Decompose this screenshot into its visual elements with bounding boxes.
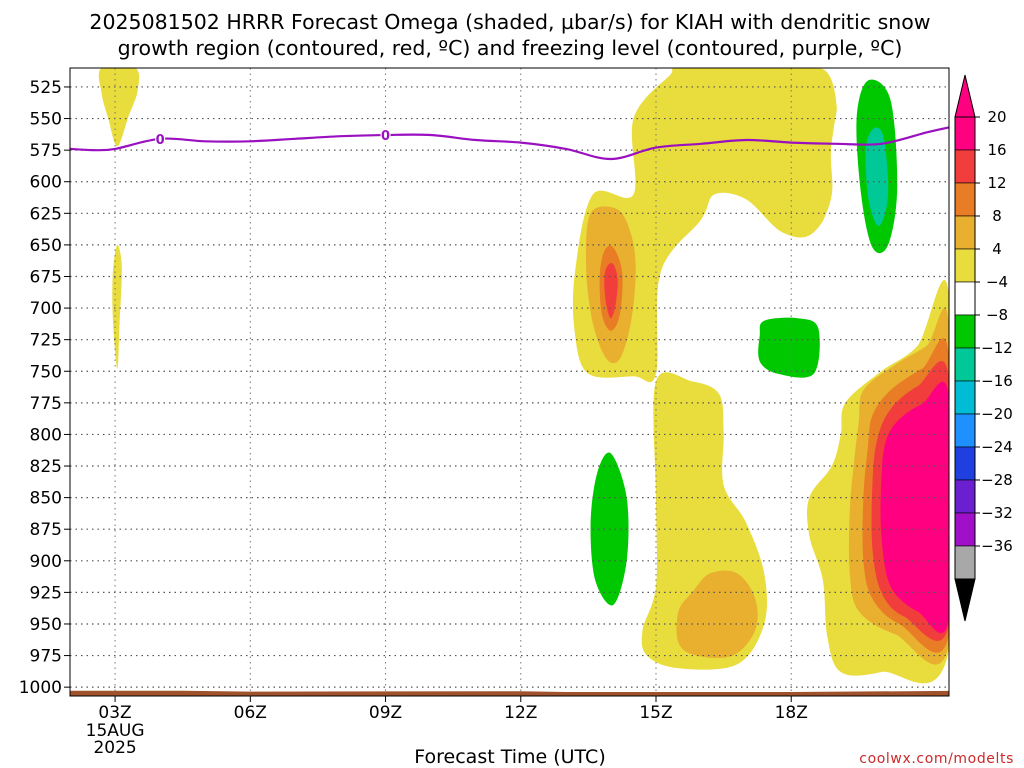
colorbar-swatch-12 [954,512,976,547]
colorbar-label-3: 8 [992,207,1002,225]
x-axis-label: Forecast Time (UTC) [414,746,605,768]
colorbar-label-13: −36 [981,537,1013,555]
omega-region-20 [865,127,889,226]
colorbar-swatch-11 [954,479,976,514]
y-tick-label-625: 625 [30,204,62,224]
colorbar-label-11: −28 [981,471,1013,489]
y-axis: 525 550 575 600 625 650 675 700 725 750 775 800 825 8… [19,78,70,698]
colorbar-under-triangle [954,578,976,622]
colorbar-swatch-13 [954,545,976,580]
colorbar-label-5: −4 [986,273,1008,291]
colorbar: 20 16 12 8 4 −4 −8 −12 −16 −20 −24 −28 −32 −36 [954,74,1013,622]
colorbar-label-10: −24 [981,438,1013,456]
omega-region-6 [676,570,758,659]
y-tick-label-550: 550 [30,110,62,130]
y-tick-label-750: 750 [30,362,62,382]
omega-region-13 [192,68,222,211]
omega-region-0 [98,68,140,147]
colorbar-label-12: −32 [981,504,1013,522]
y-tick-label-650: 650 [30,236,62,256]
colorbar-swatch-3 [954,215,976,250]
y-tick-label-825: 825 [30,457,62,477]
colorbar-swatch-1 [954,149,976,184]
y-tick-label-675: 675 [30,267,62,287]
y-tick-label-875: 875 [30,520,62,540]
colorbar-swatch-7 [954,347,976,382]
x-tick-label-15Z: 15Z [639,703,672,723]
colorbar-swatch-0 [954,116,976,151]
x-tick-sublabel-0: 15AUG [86,721,145,741]
colorbar-label-2: 12 [987,174,1006,192]
y-tick-label-600: 600 [30,173,62,193]
x-tick-label-12Z: 12Z [504,703,537,723]
y-tick-label-1000: 1000 [19,678,62,698]
chart-title-line-2: growth region (contoured, red, ºC) and f… [118,36,903,60]
colorbar-swatch-10 [954,446,976,481]
y-tick-label-525: 525 [30,78,62,98]
freezing-level-label-bg-0 [155,130,166,146]
y-tick-label-800: 800 [30,425,62,445]
colorbar-label-7: −12 [981,339,1013,357]
y-tick-label-725: 725 [30,331,62,351]
x-tick-label-18Z: 18Z [775,703,808,723]
colorbar-swatch-9 [954,413,976,448]
colorbar-swatch-4 [954,248,976,283]
colorbar-label-0: 20 [987,108,1006,126]
colorbar-label-9: −20 [981,405,1013,423]
freezing-level-line [69,126,950,161]
freezing-level-label-0: 0 [156,133,165,148]
plot-frame [69,67,950,697]
y-tick-label-700: 700 [30,299,62,319]
omega-region-10 [604,263,618,319]
surface-ground [70,690,949,696]
colorbar-swatch-5 [954,281,976,316]
y-tick-label-900: 900 [30,552,62,572]
colorbar-label-6: −8 [986,306,1008,324]
omega-shading [98,68,949,684]
omega-region-12 [880,381,949,634]
y-tick-label-950: 950 [30,615,62,635]
y-tick-label-775: 775 [30,394,62,414]
x-tick-label-03Z: 03Z [98,703,131,723]
x-tick-label-09Z: 09Z [369,703,402,723]
y-tick-label-850: 850 [30,489,62,509]
colorbar-over-triangle [954,74,976,118]
freezing-level-label-1: 0 [381,129,390,144]
surface-fill [70,690,949,696]
omega-region-14 [344,356,413,610]
colorbar-label-1: 16 [987,141,1006,159]
colorbar-swatch-2 [954,182,976,217]
x-tick-label-06Z: 06Z [234,703,267,723]
y-tick-label-975: 975 [30,647,62,667]
colorbar-label-4: 4 [992,240,1002,258]
colorbar-swatch-8 [954,380,976,415]
chart-title-line-1: 2025081502 HRRR Forecast Omega (shaded, … [89,10,930,34]
omega-region-2 [572,68,839,383]
y-tick-label-575: 575 [30,141,62,161]
y-tick-label-925: 925 [30,583,62,603]
freezing-level-label-bg-1 [380,126,391,142]
x-tick-sublabel-1: 2025 [93,738,136,758]
chart-title: 2025081502 HRRR Forecast Omega (shaded, … [89,10,930,60]
colorbar-label-8: −16 [981,372,1013,390]
grid-lines [70,68,949,696]
colorbar-swatch-6 [954,314,976,349]
credit-text: coolwx.com/modelts [859,751,1014,767]
omega-region-18 [758,317,820,378]
